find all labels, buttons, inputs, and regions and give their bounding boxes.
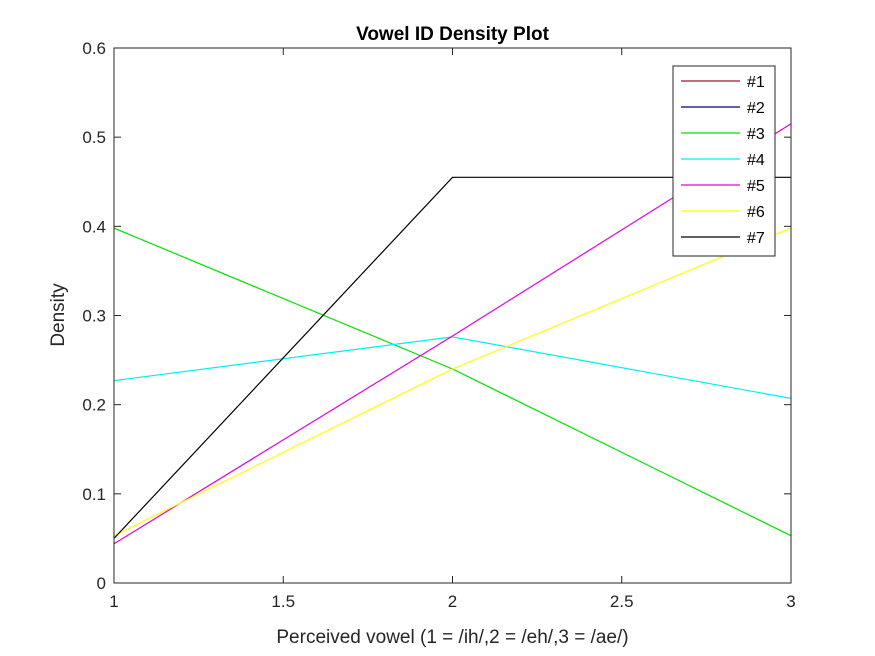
series-line-4 xyxy=(113,336,792,399)
legend-label: #1 xyxy=(747,74,765,91)
x-tick-label: 1 xyxy=(109,592,118,611)
x-tick-label: 2.5 xyxy=(610,592,634,611)
legend-label: #6 xyxy=(747,204,765,221)
legend: #1 #2 #3 #4 #5 #6 #7 xyxy=(672,65,776,257)
legend-box xyxy=(672,65,776,257)
y-tick-label: 0.6 xyxy=(82,39,106,58)
y-tick-label: 0.1 xyxy=(82,485,106,504)
chart-title: Vowel ID Density Plot xyxy=(356,24,550,45)
x-axis: 1 1.5 2 2.5 3 xyxy=(109,48,796,611)
x-tick-label: 1.5 xyxy=(271,592,295,611)
legend-label: #4 xyxy=(747,152,765,169)
y-tick-label: 0.4 xyxy=(82,217,106,236)
x-axis-label: Perceived vowel (1 = /ih/,2 = /eh/,3 = /… xyxy=(276,627,628,648)
legend-label: #5 xyxy=(747,178,765,195)
legend-label: #7 xyxy=(747,230,765,247)
legend-label: #2 xyxy=(747,100,765,117)
y-tick-label: 0.3 xyxy=(82,307,106,326)
x-tick-label: 2 xyxy=(448,592,457,611)
y-tick-label: 0 xyxy=(97,574,106,593)
y-tick-label: 0.5 xyxy=(82,128,106,147)
y-axis-label: Density xyxy=(48,283,69,347)
legend-label: #3 xyxy=(747,126,765,143)
y-axis: 0 0.1 0.2 0.3 0.4 0.5 0.6 xyxy=(82,39,791,593)
x-tick-label: 3 xyxy=(786,592,795,611)
y-tick-label: 0.2 xyxy=(82,396,106,415)
series-line-6 xyxy=(113,227,792,537)
